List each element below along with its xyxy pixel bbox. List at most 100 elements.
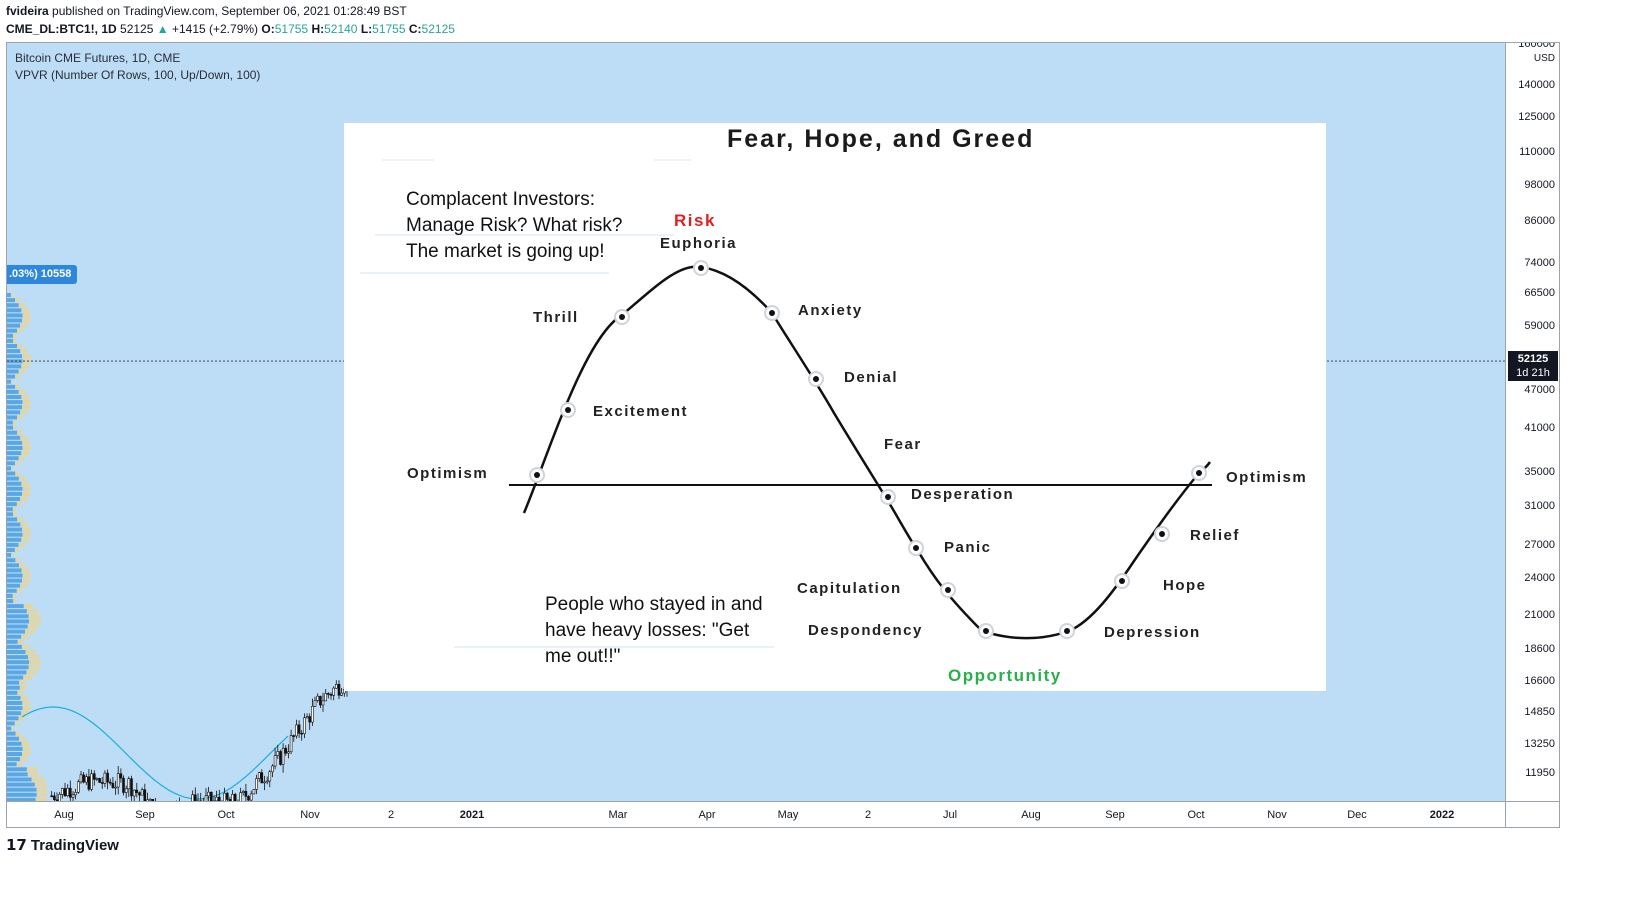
candle-body: [263, 781, 266, 784]
candle-body: [271, 765, 274, 773]
y-tick-label: 110000: [1519, 146, 1555, 159]
vp-bar-down: [18, 716, 25, 721]
vp-bar-down: [18, 369, 25, 374]
vp-bar-down: [15, 471, 20, 476]
phase-excitement: Excitement: [593, 403, 689, 420]
x-tick-label: Aug: [54, 809, 74, 821]
tradingview-brand[interactable]: 𝟭𝟳 TradingView: [6, 836, 119, 854]
phase-thrill: Thrill: [533, 309, 579, 326]
vp-bar-up: [7, 374, 16, 379]
vp-bar-up: [7, 349, 21, 354]
vp-bar-up: [7, 359, 23, 364]
vp-bar-down: [21, 741, 30, 746]
vp-bar-down: [22, 573, 31, 578]
phase-desperation: Desperation: [911, 486, 1015, 503]
phase-panic: Panic: [944, 539, 992, 556]
vp-bar-up: [7, 313, 23, 318]
vp-bar-up: [7, 338, 14, 343]
callout-line-3: The market is going up!: [406, 241, 605, 262]
candle-body: [60, 788, 64, 795]
candle-body: [71, 794, 75, 798]
x-tick-label: Sep: [135, 809, 155, 821]
candle-body: [74, 792, 77, 796]
vp-bar-down: [22, 486, 31, 491]
diagram-title: Fear, Hope, and Greed: [727, 125, 1035, 153]
vp-bar-down: [22, 318, 31, 323]
candle-body: [53, 795, 56, 801]
vp-bar-down: [22, 746, 31, 751]
vp-bar-up: [7, 425, 14, 430]
vp-bar-up: [7, 665, 29, 670]
vp-bar-down: [22, 440, 31, 445]
vp-bar-down: [15, 558, 20, 563]
indicator-legend[interactable]: VPVR (Number Of Rows, 100, Up/Down, 100): [15, 68, 261, 82]
vp-bar-up: [7, 293, 11, 297]
phase-node-center: [1119, 578, 1125, 584]
vp-bar-up: [7, 303, 19, 308]
candle-body: [50, 795, 54, 798]
vp-bar-down: [22, 354, 31, 359]
y-tick-label: 14850: [1524, 705, 1555, 718]
vp-bar-up: [7, 721, 15, 726]
candle-body: [77, 781, 80, 793]
x-tick-label: Dec: [1347, 809, 1367, 821]
candle-body: [215, 796, 218, 801]
candle-body: [132, 789, 136, 797]
candle-body: [103, 772, 107, 784]
vp-bar-up: [7, 670, 27, 675]
x-tick-label: 2021: [459, 809, 485, 821]
vp-bar-up: [7, 573, 23, 578]
author-name[interactable]: fvideira: [6, 4, 49, 18]
low-label: L:: [360, 22, 373, 36]
axis-corner[interactable]: [1505, 801, 1559, 827]
sine-overlay-curve: [21, 706, 289, 800]
phase-node-center: [1064, 628, 1070, 634]
vp-bar-up: [7, 542, 19, 547]
plot-area[interactable]: Bitcoin CME Futures, 1D, CME VPVR (Numbe…: [7, 43, 1505, 801]
chart-frame[interactable]: Bitcoin CME Futures, 1D, CME VPVR (Numbe…: [6, 42, 1560, 828]
candle-body: [124, 788, 128, 793]
vp-bar-down: [23, 604, 33, 609]
x-tick-label: Nov: [1267, 809, 1287, 821]
chart-legend-title[interactable]: Bitcoin CME Futures, 1D, CME: [15, 51, 181, 65]
candle-body: [63, 788, 67, 796]
y-tick-label: 66500: [1524, 287, 1555, 300]
vp-bar-down: [34, 782, 47, 787]
vp-bar-down: [36, 787, 47, 792]
vp-bar-down: [20, 497, 28, 501]
vp-bar-down: [21, 568, 30, 573]
candle-body: [319, 695, 322, 706]
candle-body: [143, 789, 147, 801]
candle-body: [204, 795, 208, 801]
vp-bar-up: [7, 298, 16, 303]
y-tick-label: 59000: [1524, 320, 1555, 333]
vp-bar-down: [15, 374, 20, 379]
vp-bar-down: [19, 680, 26, 685]
y-tick-label: 18600: [1524, 643, 1555, 655]
vp-bar-down: [15, 461, 20, 466]
candle-body: [108, 781, 112, 784]
phase-node-center: [769, 310, 775, 316]
candle-body: [247, 796, 250, 801]
vp-bar-up: [7, 614, 29, 619]
vp-bar-down: [15, 298, 20, 303]
vp-bar-down: [22, 359, 31, 364]
x-tick-label: Oct: [217, 809, 235, 821]
vp-bar-up: [7, 639, 18, 644]
last-price: 52125: [120, 22, 154, 36]
candle-body: [79, 774, 83, 783]
vp-bar-up: [7, 491, 23, 496]
phase-risk: Risk: [674, 211, 716, 230]
time-axis[interactable]: Aug Sep Oct Nov 2 2021 Mar Apr May 2 Jul Aug Sep Oct N…: [7, 801, 1505, 827]
vp-bar-down: [17, 415, 23, 420]
vp-bar-down: [12, 420, 17, 425]
candle-body: [257, 772, 261, 779]
vp-bar-down: [22, 405, 31, 410]
price-axis[interactable]: 160000 USD 140000 125000 110000 98000 86000 7…: [1505, 43, 1559, 801]
vp-bar-up: [7, 701, 23, 705]
vp-bar-down: [20, 522, 28, 527]
phase-node-center: [619, 314, 625, 320]
vp-bar-up: [7, 517, 18, 522]
vp-value-badge: .03%) 10558: [7, 265, 78, 284]
volume-profile: [7, 293, 47, 801]
